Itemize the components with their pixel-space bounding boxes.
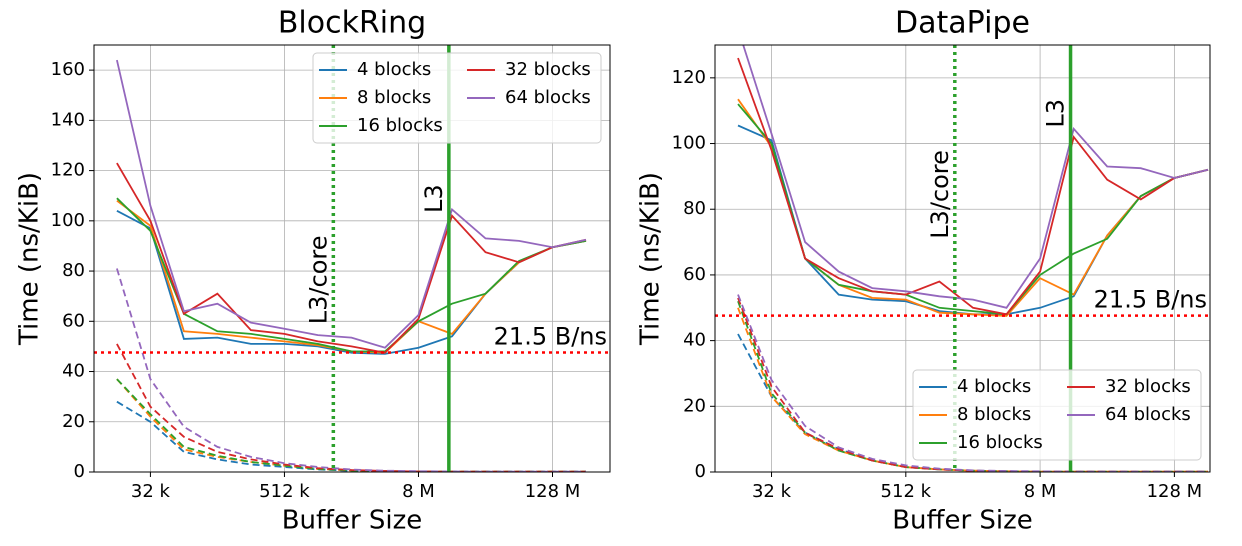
x-tick-label: 128 M bbox=[525, 481, 581, 502]
plot-area bbox=[715, 45, 1210, 472]
x-axis-label: Buffer Size bbox=[892, 506, 1033, 536]
x-tick-label: 32 k bbox=[752, 481, 792, 502]
dashed-line bbox=[116, 343, 586, 472]
y-tick-label: 120 bbox=[51, 160, 85, 181]
series-line bbox=[116, 197, 587, 353]
y-tick-label: 60 bbox=[683, 264, 706, 285]
legend-label: 4 blocks bbox=[957, 376, 1031, 397]
legend-label: 64 blocks bbox=[505, 87, 591, 108]
y-tick-label: 0 bbox=[74, 461, 85, 482]
reference-label: 21.5 B/ns bbox=[494, 322, 607, 350]
y-tick-label: 40 bbox=[62, 361, 85, 382]
chart-title: BlockRing bbox=[278, 6, 426, 41]
dashed-line bbox=[116, 378, 586, 472]
y-tick-label: 100 bbox=[672, 133, 706, 154]
y-tick-label: 100 bbox=[51, 210, 85, 231]
y-axis-label: Time (ns/KiB) bbox=[636, 172, 666, 346]
x-tick-label: 32 k bbox=[131, 481, 171, 502]
reference-label: L3/core bbox=[304, 235, 332, 324]
series-line bbox=[116, 162, 587, 354]
legend-label: 8 blocks bbox=[357, 87, 431, 108]
x-tick-label: 512 k bbox=[881, 481, 932, 502]
y-tick-label: 40 bbox=[683, 330, 706, 351]
legend-box bbox=[912, 369, 1202, 461]
y-tick-label: 0 bbox=[695, 461, 706, 482]
x-tick-label: 8 M bbox=[1024, 481, 1057, 502]
reference-label: L3/core bbox=[926, 150, 954, 239]
legend-box bbox=[312, 52, 602, 144]
y-tick-label: 20 bbox=[62, 411, 85, 432]
series-line bbox=[737, 57, 1209, 316]
dashed-line bbox=[116, 268, 586, 472]
y-axis-label: Time (ns/KiB) bbox=[15, 172, 45, 346]
panel: BlockRing Buffer Size Time (ns/KiB) 0 20 40 60… bbox=[15, 6, 611, 536]
legend-label: 16 blocks bbox=[957, 432, 1043, 453]
y-tick-label: 60 bbox=[62, 310, 85, 331]
x-tick-label: 8 M bbox=[402, 481, 435, 502]
x-axis-label: Buffer Size bbox=[282, 506, 423, 536]
dashed-line bbox=[116, 378, 586, 472]
plot-frame bbox=[93, 44, 611, 473]
legend-label: 64 blocks bbox=[1105, 404, 1191, 425]
legend-label: 32 blocks bbox=[505, 59, 591, 80]
y-tick-label: 120 bbox=[672, 67, 706, 88]
reference-label: L3 bbox=[1042, 99, 1070, 128]
x-tick-label: 512 k bbox=[259, 481, 310, 502]
x-tick-label: 128 M bbox=[1147, 481, 1203, 502]
reference-label: L3 bbox=[420, 184, 448, 213]
panel: DataPipe Buffer Size Time (ns/KiB) 0 20 40 60 8… bbox=[636, 6, 1211, 536]
legend-label: 4 blocks bbox=[357, 59, 431, 80]
series-line bbox=[116, 59, 587, 349]
series-line bbox=[737, 103, 1209, 316]
series-line bbox=[737, 98, 1209, 317]
y-tick-label: 140 bbox=[51, 109, 85, 130]
reference-label: 21.5 B/ns bbox=[1094, 286, 1207, 314]
plot-frame bbox=[714, 44, 1211, 473]
dashed-line bbox=[737, 294, 1208, 472]
dashed-line bbox=[116, 400, 586, 472]
y-tick-label: 80 bbox=[62, 260, 85, 281]
y-tick-label: 20 bbox=[683, 395, 706, 416]
chart-title: DataPipe bbox=[895, 6, 1030, 41]
y-tick-label: 160 bbox=[51, 59, 85, 80]
legend-label: 16 blocks bbox=[357, 115, 443, 136]
series-line bbox=[742, 45, 1209, 309]
y-tick-label: 80 bbox=[683, 198, 706, 219]
legend-label: 32 blocks bbox=[1105, 376, 1191, 397]
legend-label: 8 blocks bbox=[957, 404, 1031, 425]
